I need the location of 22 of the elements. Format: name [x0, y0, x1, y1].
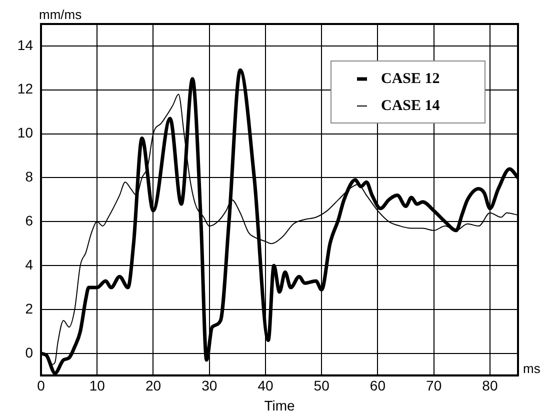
y-tick-label: 0 — [25, 344, 34, 360]
x-axis-title: Time — [264, 397, 296, 414]
y-tick-label: 14 — [17, 36, 34, 53]
legend-label: CASE 12 — [381, 70, 440, 87]
x-tick-label: 80 — [482, 378, 498, 394]
y-tick-label: 10 — [17, 124, 34, 141]
y-axis-title: mm/ms — [39, 7, 82, 22]
y-tick-label: 8 — [25, 168, 34, 185]
y-tick-label: 6 — [25, 212, 34, 229]
y-tick-label: 4 — [25, 256, 34, 272]
x-tick-label: 70 — [426, 378, 442, 394]
y-tick-label: 12 — [17, 80, 34, 97]
x-tick-label: 10 — [89, 378, 106, 394]
x-tick-label: 0 — [37, 378, 46, 394]
x-tick-label: 40 — [258, 378, 274, 394]
x-tick-label: 60 — [370, 378, 386, 394]
x-tick-label: 30 — [202, 378, 218, 394]
x-tick-label: 20 — [145, 378, 162, 394]
y-tick-label: 2 — [25, 300, 34, 316]
x-tick-label: 50 — [314, 378, 330, 394]
text: ms — [523, 360, 541, 376]
legend-label: CASE 14 — [381, 98, 440, 114]
